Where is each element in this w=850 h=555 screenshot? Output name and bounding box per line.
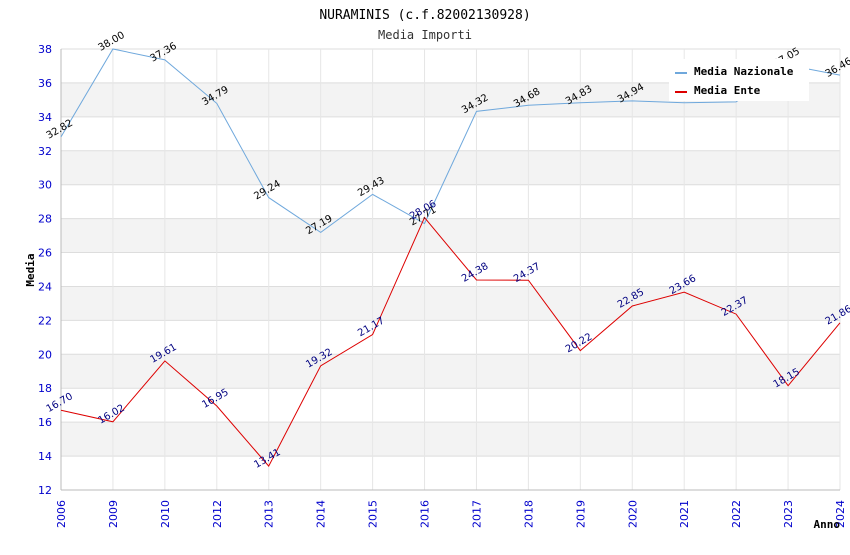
y-tick-label: 30 xyxy=(38,179,52,192)
legend-entry: Media Ente xyxy=(694,84,761,97)
y-tick-label: 26 xyxy=(38,247,52,260)
y-tick-label: 38 xyxy=(38,43,52,56)
x-tick-label: 2023 xyxy=(782,500,795,528)
x-tick-label: 2021 xyxy=(678,500,691,528)
legend-box xyxy=(669,59,809,101)
x-tick-label: 2015 xyxy=(367,500,380,528)
x-tick-label: 2006 xyxy=(55,500,68,528)
x-tick-label: 2019 xyxy=(574,500,587,528)
y-tick-label: 34 xyxy=(38,111,52,124)
series-line-media-ente xyxy=(60,216,841,467)
x-tick-labels: 2006 2009 2010 2012 2013 2014 2015 2016 2017 2018… xyxy=(55,500,847,528)
y-tick-label: 36 xyxy=(38,77,52,90)
grid-band xyxy=(61,218,840,253)
series-lines xyxy=(60,48,841,467)
x-tick-label: 2020 xyxy=(626,500,639,528)
y-tick-label: 20 xyxy=(38,348,52,361)
x-tick-label: 2018 xyxy=(522,500,535,528)
y-tick-labels: 12 14 16 18 20 22 24 26 28 30 32 34 36 38 xyxy=(38,43,52,497)
data-label-media-nazionale: 36.46 xyxy=(824,56,850,80)
grid-band xyxy=(61,422,840,457)
chart-title: NURAMINIS (c.f.82002130928) xyxy=(319,8,530,23)
grid-lines xyxy=(60,48,841,491)
y-tick-label: 14 xyxy=(38,450,52,463)
x-tick-label: 2014 xyxy=(315,500,328,528)
grid-band xyxy=(61,354,840,389)
grid-bands xyxy=(61,82,840,457)
y-tick-label: 12 xyxy=(38,484,52,497)
series-line-media-nazionale xyxy=(60,48,841,234)
x-tick-label: 2009 xyxy=(107,500,120,528)
x-tick-label: 2010 xyxy=(159,500,172,528)
y-tick-label: 16 xyxy=(38,416,52,429)
data-label-media-ente: 24.37 xyxy=(512,261,542,285)
y-axis-label: Media xyxy=(24,253,37,286)
x-tick-label: 2013 xyxy=(263,500,276,528)
y-tick-label: 28 xyxy=(38,213,52,226)
y-tick-label: 24 xyxy=(38,280,52,293)
legend-entry: Media Nazionale xyxy=(694,65,794,78)
data-label-media-ente: 24.38 xyxy=(460,261,490,285)
data-label-media-nazionale: 37.36 xyxy=(148,41,178,65)
x-axis-label: Anno xyxy=(814,518,841,531)
x-tick-label: 2012 xyxy=(211,500,224,528)
x-tick-label: 2024 xyxy=(834,500,847,528)
x-tick-label: 2022 xyxy=(730,500,743,528)
chart-subtitle: Media Importi xyxy=(378,28,472,42)
legend: Media Nazionale Media Ente xyxy=(669,59,809,101)
y-tick-label: 22 xyxy=(38,314,52,327)
x-tick-label: 2017 xyxy=(470,500,483,528)
y-tick-label: 32 xyxy=(38,145,52,158)
axes xyxy=(60,49,840,491)
data-label-media-ente: 16.95 xyxy=(200,387,230,411)
y-tick-label: 18 xyxy=(38,382,52,395)
x-tick-label: 2016 xyxy=(419,500,432,528)
